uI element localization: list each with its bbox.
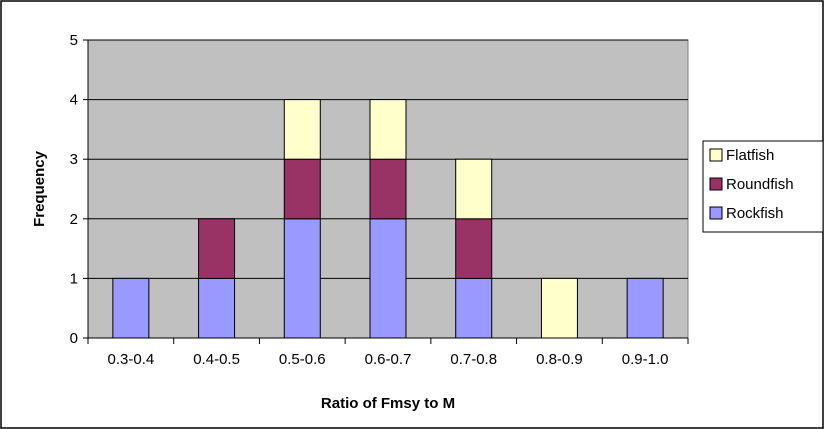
bar-segment-roundfish [283, 158, 321, 220]
x-tick-label: 0.5-0.6 [279, 351, 326, 368]
y-tick-label: 4 [70, 92, 78, 109]
x-tick-label: 0.9-1.0 [622, 351, 669, 368]
x-tick-label: 0.3-0.4 [108, 351, 155, 368]
bar-segment-rockfish [626, 277, 664, 339]
legend-label-rockfish: Rockfish [726, 205, 784, 222]
bar-segment-flatfish [283, 99, 321, 160]
legend-swatch-flatfish [709, 148, 723, 162]
x-tick-label: 0.6-0.7 [365, 351, 412, 368]
y-axis-title: Frequency [31, 150, 48, 227]
x-tick-label: 0.7-0.8 [450, 351, 497, 368]
legend: Flatfish Roundfish Rockfish [702, 140, 824, 233]
tick-labels: 0 1 2 3 4 5 0.3-0.4 0.4-0.5 0.5-0.6 0.6-0.7 0.7-0.… [70, 32, 669, 368]
bar-segment-rockfish [198, 277, 236, 339]
legend-label-flatfish: Flatfish [726, 147, 774, 164]
x-axis-title: Ratio of Fmsy to M [321, 395, 455, 412]
bar-segment-rockfish [112, 277, 150, 339]
bar-segment-rockfish [369, 218, 407, 339]
legend-swatch-rockfish [709, 206, 723, 220]
bar-segment-flatfish [369, 99, 407, 160]
y-tick-label: 1 [70, 270, 78, 287]
y-tick-label: 3 [70, 151, 78, 168]
legend-swatch-roundfish [709, 177, 723, 191]
bar-segment-flatfish [540, 277, 578, 339]
y-tick-label: 5 [70, 32, 78, 49]
bar-segment-roundfish [369, 158, 407, 220]
legend-label-roundfish: Roundfish [726, 176, 794, 193]
bar-segment-roundfish [198, 218, 236, 279]
axes-group [83, 39, 689, 344]
legend-box [702, 140, 824, 233]
y-tick-label: 0 [70, 330, 78, 347]
y-tick-label: 2 [70, 211, 78, 228]
bars-group [112, 99, 664, 339]
bar-segment-rockfish [455, 277, 493, 339]
bar-segment-roundfish [455, 218, 493, 279]
x-tick-label: 0.8-0.9 [536, 351, 583, 368]
bar-segment-rockfish [283, 218, 321, 339]
bar-segment-flatfish [455, 158, 493, 220]
x-tick-label: 0.4-0.5 [193, 351, 240, 368]
